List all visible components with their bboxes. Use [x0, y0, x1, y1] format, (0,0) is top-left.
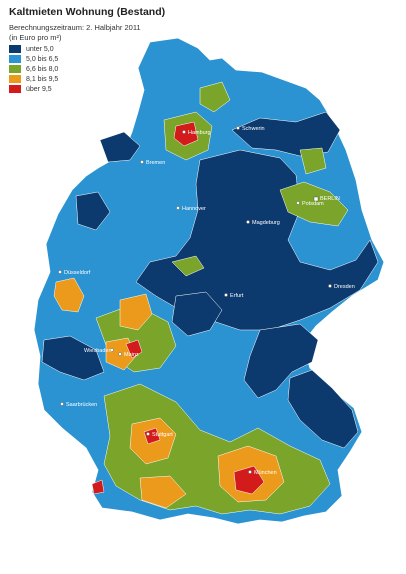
city-schwerin: Schwerin [236, 126, 265, 132]
legend-item-3: 6,6 bis 8,0 [9, 64, 58, 74]
region-green-berlin [279, 181, 349, 227]
city-label-dresden: Dresden [334, 284, 355, 290]
city-hannover: Hannover [176, 206, 206, 212]
city-label-muenchen: München [254, 470, 277, 476]
city-muenchen: München [248, 470, 277, 476]
region-green-north-coast [199, 81, 231, 113]
city-wiesbaden: Wiesbaden [84, 348, 114, 354]
city-label-saarbruecken: Saarbrücken [66, 402, 97, 408]
region-orange-frankfurt [119, 293, 153, 331]
city-dresden: Dresden [328, 284, 355, 290]
city-erfurt: Erfurt [224, 293, 244, 299]
city-label-hannover: Hannover [182, 206, 206, 212]
region-dark-coast [99, 131, 141, 163]
city-label-wiesbaden: Wiesbaden [84, 348, 112, 354]
city-label-hamburg: Hamburg [188, 130, 211, 136]
city-label-stuttgart: Stuttgart [152, 432, 173, 438]
legend-item-4: 8,1 bis 9,5 [9, 74, 58, 84]
legend-swatch-2 [9, 55, 21, 63]
map-subtitle: Berechnungszeitraum: 2. Halbjahr 2011 [9, 23, 141, 32]
region-red-frankfurt [125, 339, 143, 359]
city-label-erfurt: Erfurt [230, 293, 244, 299]
city-label-potsdam: Potsdam [302, 201, 324, 207]
region-green-northeast [299, 147, 327, 175]
map-title: Kaltmieten Wohnung (Bestand) [9, 6, 166, 18]
city-berlin: BERLIN [313, 196, 340, 202]
city-duesseldorf: Düsseldorf [58, 270, 91, 276]
legend-label-1: unter 5,0 [26, 45, 54, 53]
region-red-munich [233, 465, 265, 495]
region-dark-saxony [243, 323, 319, 399]
region-red-freiburg [91, 479, 105, 495]
map-legend: unter 5,0 5,0 bis 6,5 6,6 bis 8,0 8,1 bi… [9, 44, 58, 94]
city-label-berlin: BERLIN [320, 196, 340, 202]
city-label-duesseldorf: Düsseldorf [64, 270, 91, 276]
legend-label-3: 6,6 bis 8,0 [26, 65, 59, 73]
legend-item-5: über 9,5 [9, 84, 58, 94]
region-red-stuttgart [143, 427, 161, 445]
region-dark-hesse [171, 291, 223, 337]
city-saarbruecken: Saarbrücken [60, 402, 97, 408]
city-mainz: Mainz [118, 352, 139, 358]
city-stuttgart: Stuttgart [146, 432, 173, 438]
legend-swatch-3 [9, 65, 21, 73]
city-bremen: Bremen [140, 160, 165, 166]
city-label-mainz: Mainz [124, 352, 139, 358]
region-dark-bavaria-east [287, 369, 359, 449]
legend-label-2: 5,0 bis 6,5 [26, 55, 59, 63]
region-orange-south-west [139, 475, 187, 509]
legend-swatch-4 [9, 75, 21, 83]
region-red-hamburg [173, 121, 199, 147]
region-dark-northwest [75, 191, 111, 231]
legend-item-1: unter 5,0 [9, 44, 58, 54]
legend-label-4: 8,1 bis 9,5 [26, 75, 59, 83]
legend-swatch-5 [9, 85, 21, 93]
city-hamburg: Hamburg [182, 130, 211, 136]
city-label-bremen: Bremen [146, 160, 165, 166]
region-green-harz [171, 255, 205, 277]
city-magdeburg: Magdeburg [246, 220, 280, 226]
region-orange-duesseldorf [53, 277, 85, 313]
city-potsdam: Potsdam [296, 201, 324, 207]
city-label-schwerin: Schwerin [242, 126, 265, 132]
city-label-magdeburg: Magdeburg [252, 220, 280, 226]
region-dark-west [41, 335, 105, 381]
legend-item-2: 5,0 bis 6,5 [9, 54, 58, 64]
map-unit: (in Euro pro m²) [9, 33, 62, 42]
legend-swatch-1 [9, 45, 21, 53]
legend-label-5: über 9,5 [26, 85, 52, 93]
region-dark-north [231, 111, 341, 157]
